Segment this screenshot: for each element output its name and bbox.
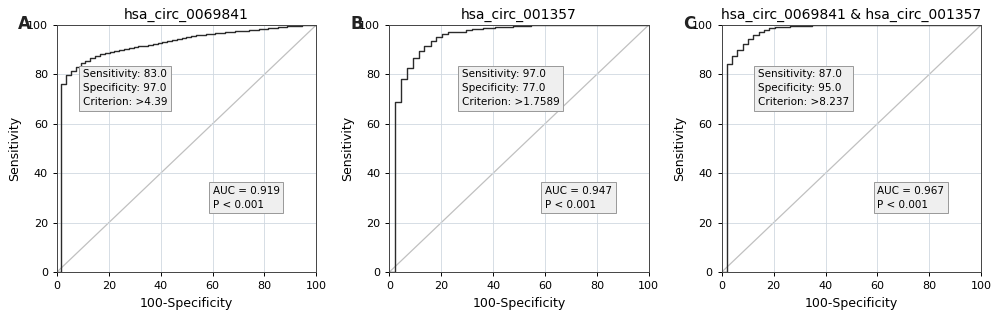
Y-axis label: Sensitivity: Sensitivity <box>341 116 354 181</box>
Text: AUC = 0.947
P < 0.001: AUC = 0.947 P < 0.001 <box>545 186 612 210</box>
Y-axis label: Sensitivity: Sensitivity <box>673 116 686 181</box>
Text: Sensitivity: 87.0
Specificity: 95.0
Criterion: >8.237: Sensitivity: 87.0 Specificity: 95.0 Crit… <box>758 69 849 107</box>
Text: AUC = 0.919
P < 0.001: AUC = 0.919 P < 0.001 <box>213 186 280 210</box>
Title: hsa_circ_0069841 & hsa_circ_001357: hsa_circ_0069841 & hsa_circ_001357 <box>721 8 982 23</box>
Text: Sensitivity: 83.0
Specificity: 97.0
Criterion: >4.39: Sensitivity: 83.0 Specificity: 97.0 Crit… <box>83 69 167 107</box>
X-axis label: 100-Specificity: 100-Specificity <box>805 297 898 310</box>
Y-axis label: Sensitivity: Sensitivity <box>8 116 21 181</box>
Title: hsa_circ_0069841: hsa_circ_0069841 <box>124 8 249 23</box>
X-axis label: 100-Specificity: 100-Specificity <box>140 297 233 310</box>
Text: AUC = 0.967
P < 0.001: AUC = 0.967 P < 0.001 <box>877 186 944 210</box>
Title: hsa_circ_001357: hsa_circ_001357 <box>461 8 577 23</box>
X-axis label: 100-Specificity: 100-Specificity <box>472 297 566 310</box>
Text: C: C <box>683 15 695 33</box>
Text: B: B <box>350 15 363 33</box>
Text: A: A <box>18 15 31 33</box>
Text: Sensitivity: 97.0
Specificity: 77.0
Criterion: >1.7589: Sensitivity: 97.0 Specificity: 77.0 Crit… <box>462 69 560 107</box>
